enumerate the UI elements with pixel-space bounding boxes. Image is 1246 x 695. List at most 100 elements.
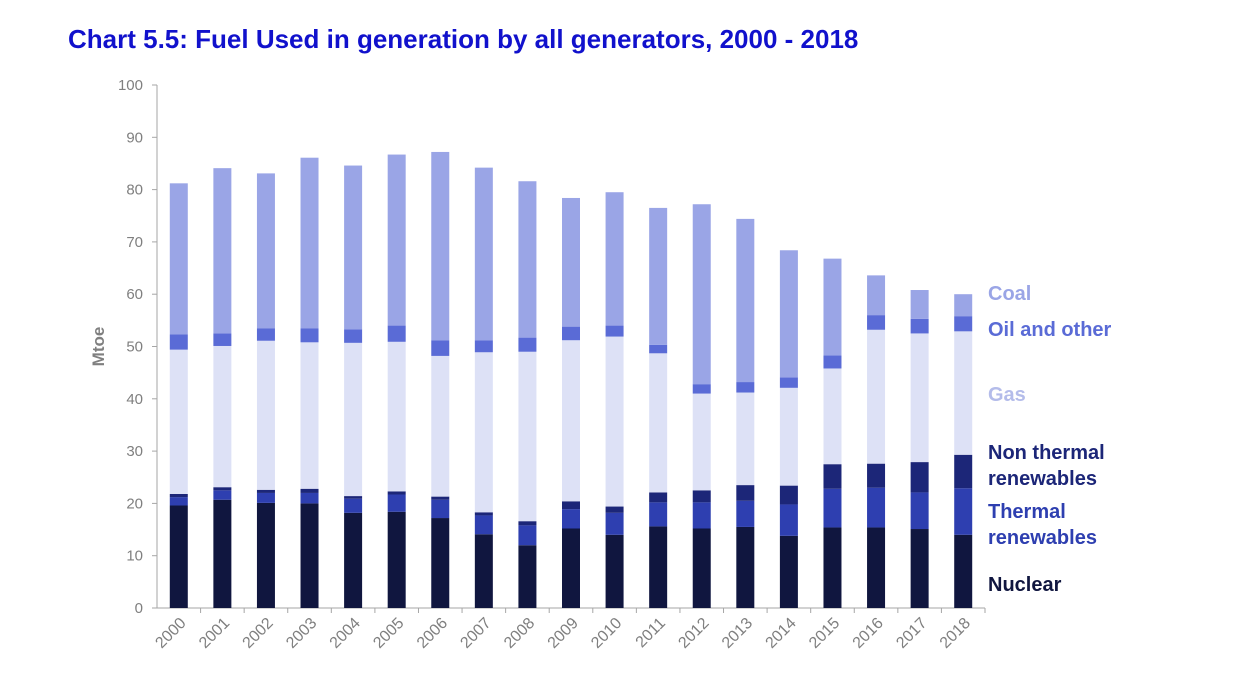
bar-non-thermal-renewables-2018 [954, 454, 973, 489]
bar-thermal-renewables-2011 [649, 502, 668, 527]
x-tick-label: 2013 [719, 615, 756, 652]
bar-thermal-renewables-2015 [823, 488, 842, 528]
bar-gas-2007 [474, 352, 493, 513]
bar-oil-and-other-2001 [213, 333, 232, 346]
x-tick-label: 2012 [675, 615, 712, 652]
bar-thermal-renewables-2018 [954, 488, 973, 535]
bar-nuclear-2012 [692, 528, 711, 608]
bar-nuclear-2005 [387, 511, 406, 608]
bar-thermal-renewables-2001 [213, 490, 232, 500]
bar-coal-2010 [605, 192, 624, 326]
x-tick-label: 2008 [501, 615, 538, 652]
bar-coal-2000 [169, 183, 188, 335]
bar-oil-and-other-2016 [867, 315, 886, 330]
bar-oil-and-other-2004 [344, 329, 363, 343]
bar-oil-and-other-2009 [562, 326, 580, 341]
x-tick-label: 2010 [588, 615, 625, 652]
chart-title: Chart 5.5: Fuel Used in generation by al… [68, 24, 859, 54]
bar-thermal-renewables-2012 [692, 502, 711, 529]
bar-gas-2002 [256, 340, 275, 490]
y-tick-label: 70 [126, 234, 143, 251]
bar-non-thermal-renewables-2004 [344, 496, 363, 499]
bar-thermal-renewables-2014 [779, 504, 798, 536]
bar-nuclear-2001 [213, 499, 232, 608]
bar-thermal-renewables-2007 [474, 515, 493, 535]
bar-nuclear-2004 [344, 512, 363, 608]
bar-nuclear-2003 [300, 503, 319, 608]
bar-coal-2008 [518, 181, 537, 338]
bar-thermal-renewables-2004 [344, 498, 363, 513]
bar-gas-2016 [867, 329, 886, 464]
y-tick-label: 60 [126, 286, 143, 303]
bar-coal-2001 [213, 168, 232, 334]
legend-thermal-renewables: Thermal renewables [988, 501, 1097, 549]
legend-non-thermal-renewables: Non thermal renewables [988, 442, 1105, 490]
bar-gas-2010 [605, 336, 624, 507]
bar-thermal-renewables-2008 [518, 525, 537, 546]
bar-non-thermal-renewables-2017 [910, 462, 929, 493]
x-tick-label: 2003 [283, 615, 320, 652]
bar-coal-2009 [562, 197, 580, 327]
bar-nuclear-2013 [736, 526, 755, 608]
bar-oil-and-other-2002 [256, 328, 275, 341]
bar-gas-2009 [562, 340, 580, 502]
bar-nuclear-2010 [605, 534, 624, 608]
bar-non-thermal-renewables-2000 [169, 493, 188, 498]
bar-oil-and-other-2011 [649, 344, 668, 354]
bar-thermal-renewables-2002 [256, 492, 275, 503]
bar-oil-and-other-2015 [823, 355, 842, 369]
x-tick-label: 2005 [370, 615, 407, 652]
bar-non-thermal-renewables-2005 [387, 491, 406, 495]
bar-coal-2006 [431, 151, 450, 341]
bar-oil-and-other-2013 [736, 382, 755, 393]
bar-thermal-renewables-2013 [736, 500, 755, 527]
bar-nuclear-2011 [649, 526, 668, 608]
y-tick-label: 50 [126, 339, 143, 356]
bar-non-thermal-renewables-2009 [562, 501, 580, 510]
bar-nuclear-2018 [954, 534, 973, 608]
bar-oil-and-other-2010 [605, 325, 624, 337]
y-axis-label: Mtoe [89, 327, 108, 367]
bar-gas-2014 [779, 387, 798, 486]
x-tick-label: 2000 [152, 615, 189, 652]
bar-nuclear-2002 [256, 502, 275, 608]
x-tick-label: 2001 [196, 615, 233, 652]
bar-gas-2005 [387, 341, 406, 492]
legend-coal: Coal [988, 283, 1032, 305]
bar-gas-2015 [823, 368, 842, 465]
x-tick-label: 2014 [763, 615, 800, 652]
bar-oil-and-other-2014 [779, 377, 798, 388]
bar-gas-2004 [344, 342, 363, 497]
bar-oil-and-other-2005 [387, 325, 406, 342]
x-tick-label: 2004 [327, 615, 364, 652]
bar-coal-2013 [736, 218, 755, 383]
bar-oil-and-other-2012 [692, 384, 711, 394]
bar-non-thermal-renewables-2008 [518, 521, 537, 526]
bars [169, 151, 973, 608]
bar-nuclear-2007 [474, 534, 493, 608]
bar-coal-2007 [474, 167, 493, 341]
bar-oil-and-other-2018 [954, 316, 973, 332]
bar-thermal-renewables-2006 [431, 499, 450, 519]
y-tick-label: 20 [126, 495, 143, 512]
bar-thermal-renewables-2009 [562, 509, 580, 529]
bar-coal-2016 [867, 275, 886, 316]
bar-nuclear-2015 [823, 527, 842, 608]
bar-oil-and-other-2000 [169, 334, 188, 350]
bar-coal-2002 [256, 173, 275, 329]
bar-gas-2012 [692, 393, 711, 491]
bar-non-thermal-renewables-2012 [692, 490, 711, 503]
x-tick-label: 2002 [240, 615, 277, 652]
bar-non-thermal-renewables-2003 [300, 488, 319, 493]
bar-coal-2015 [823, 258, 842, 356]
bar-gas-2013 [736, 392, 755, 486]
bar-thermal-renewables-2000 [169, 497, 188, 506]
bar-coal-2014 [779, 250, 798, 378]
bar-oil-and-other-2006 [431, 340, 450, 356]
bar-coal-2005 [387, 154, 406, 326]
bar-thermal-renewables-2010 [605, 512, 624, 535]
bar-thermal-renewables-2003 [300, 492, 319, 504]
bar-gas-2018 [954, 331, 973, 455]
x-tick-label: 2017 [893, 615, 930, 652]
bar-non-thermal-renewables-2011 [649, 492, 668, 503]
